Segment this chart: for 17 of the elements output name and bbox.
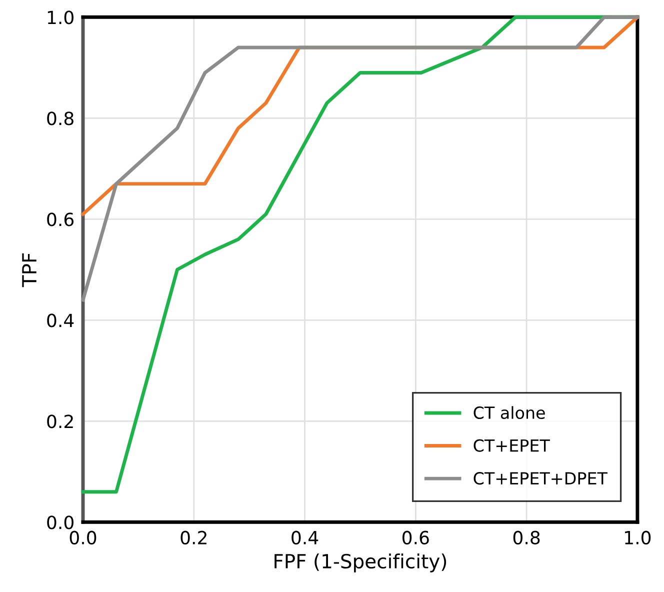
text: 1.0 (48, 10, 74, 24)
x-axis-title: FPF (1-Specificity) (274, 554, 446, 572)
y-tick-label: 0.4 (47, 314, 74, 328)
text: 0.0 (47, 516, 74, 530)
text: 0.0 (70, 530, 96, 544)
text: 1.0 (625, 530, 651, 544)
y-tick-label: 0.6 (47, 212, 74, 226)
x-tick-label: 0.8 (513, 530, 540, 544)
x-tick-label: 0.4 (292, 530, 318, 544)
legend-label: CT+EPET+DPET (474, 472, 608, 485)
y-axis-title: TPF (22, 253, 36, 288)
x-tick-label: 0.2 (180, 530, 206, 544)
legend-label: CT alone (474, 406, 545, 420)
legend-label: CT+EPET (474, 439, 550, 452)
y-tick-label: 0.8 (47, 112, 74, 126)
x-tick-label: 0.6 (402, 530, 429, 544)
y-tick-label: 0.2 (47, 414, 73, 428)
